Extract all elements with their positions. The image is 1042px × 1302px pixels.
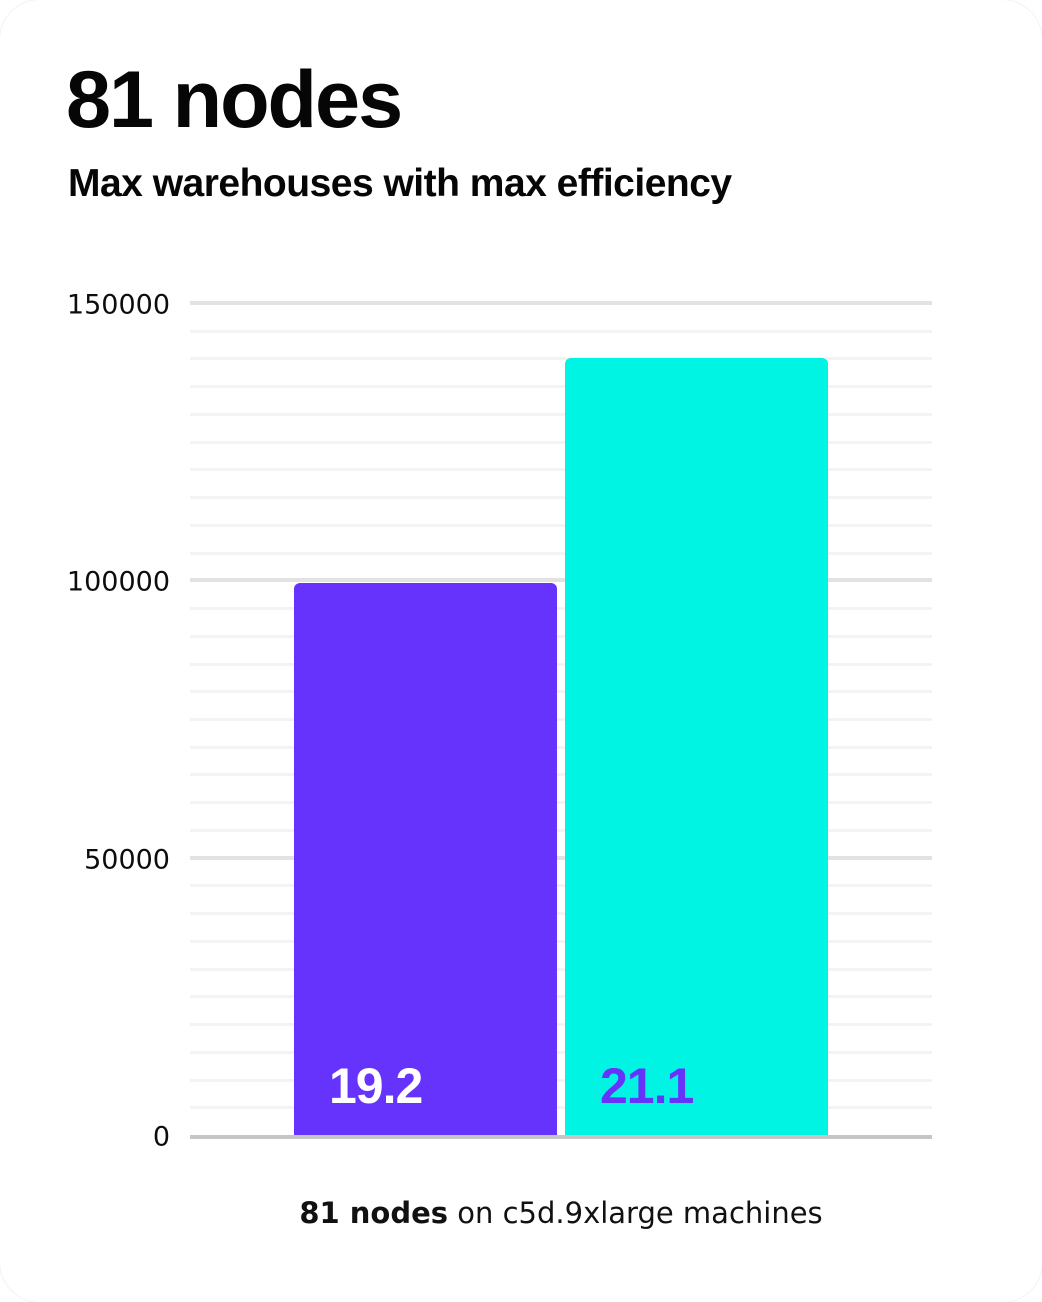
minor-gridline [190,690,932,694]
minor-gridline [190,912,932,916]
major-gridline [190,301,932,305]
minor-gridline [190,1050,932,1054]
minor-gridline [190,1106,932,1110]
y-tick-label-150000: 150000 [66,289,170,321]
y-tick-label-50000: 50000 [84,844,170,876]
x-axis-caption: 81 nodes on c5d.9xlarge machines [190,1196,932,1230]
bar-2: 21.1 [565,358,828,1135]
minor-gridline [190,662,932,666]
minor-gridline [190,884,932,888]
minor-gridline [190,412,932,416]
minor-gridline [190,801,932,805]
minor-gridline [190,385,932,389]
minor-gridline [190,939,932,943]
y-tick-label-0: 0 [152,1121,170,1153]
bar-1-value-label: 19.2 [329,1058,423,1114]
caption-regular-text: on c5d.9xlarge machines [448,1196,823,1230]
minor-gridline [190,828,932,832]
chart-subtitle: Max warehouses with max efficiency [68,162,732,205]
minor-gridline [190,634,932,638]
minor-gridline [190,329,932,333]
minor-gridline [190,745,932,749]
minor-gridline [190,357,932,361]
bar-1: 19.2 [294,583,557,1135]
minor-gridline [190,607,932,611]
minor-gridline [190,496,932,500]
plot-area: 19.2 21.1 [190,301,932,1139]
chart-title: 81 nodes [66,55,403,145]
minor-gridline [190,1078,932,1082]
bar-2-value-label: 21.1 [600,1058,694,1114]
minor-gridline [190,718,932,721]
minor-gridline [190,773,932,777]
minor-gridline [190,551,932,555]
minor-gridline [190,468,932,472]
minor-gridline [190,523,932,527]
y-axis-tick-labels: 0 50000 100000 150000 [0,290,170,1153]
minor-gridline [190,440,932,444]
caption-bold-text: 81 nodes [299,1196,449,1230]
minor-gridline [190,967,932,971]
minor-gridline [190,1023,932,1027]
y-tick-label-100000: 100000 [66,566,170,598]
major-gridline [190,855,932,860]
minor-gridline [190,995,932,999]
major-gridline [190,578,932,583]
